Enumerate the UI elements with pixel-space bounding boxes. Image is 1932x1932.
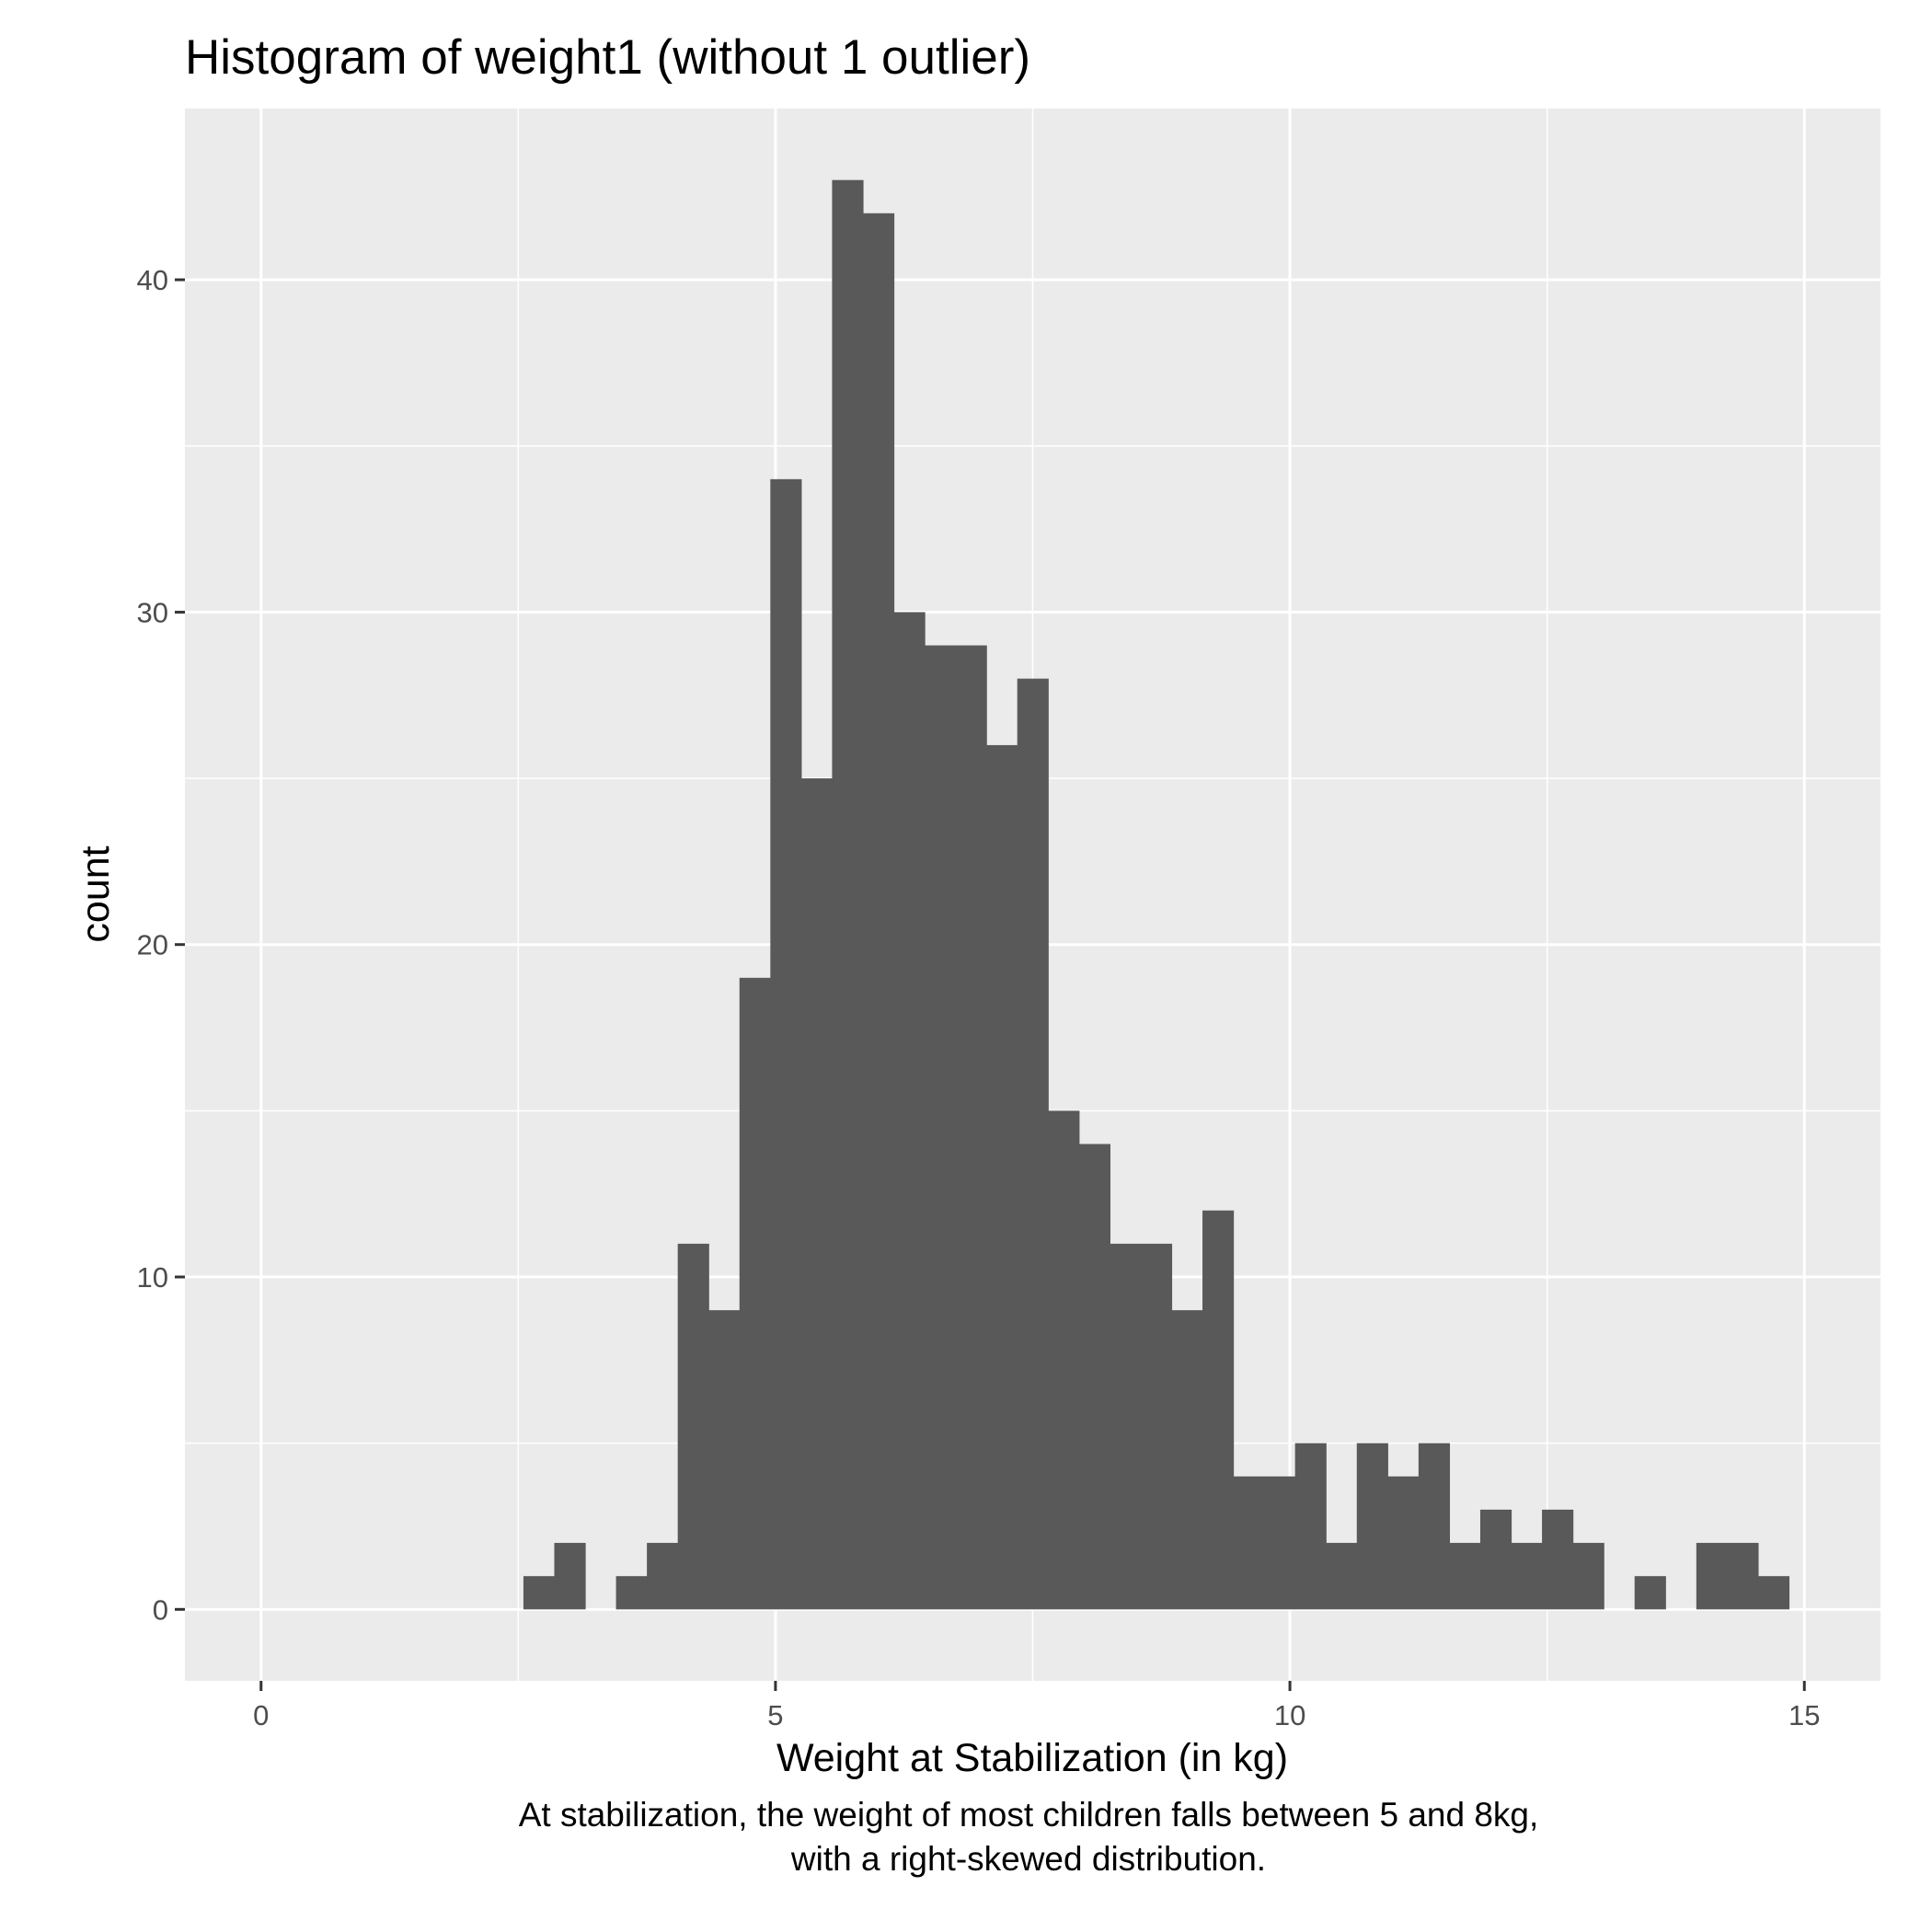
chart-title: Histogram of weight1 (without 1 outlier) (185, 30, 1030, 85)
histogram-bar (1727, 1543, 1759, 1610)
histogram-bar (677, 1243, 709, 1610)
histogram-bar (1634, 1576, 1666, 1610)
caption-line-1: At stabilization, the weight of most chi… (519, 1796, 1539, 1834)
histogram-bar (986, 744, 1018, 1610)
histogram-bar (1171, 1310, 1203, 1610)
histogram-bar (862, 213, 895, 1610)
histogram-bars (523, 179, 1790, 1610)
histogram-bar (1017, 678, 1049, 1610)
axes: 0 10 20 30 40 0 5 10 15 (137, 264, 1821, 1731)
histogram-bar (1264, 1476, 1296, 1610)
histogram-bar (1078, 1144, 1110, 1610)
histogram-bar (554, 1543, 586, 1610)
histogram-bar (1479, 1509, 1512, 1610)
y-tick-label: 20 (137, 929, 168, 961)
histogram-bar (1449, 1543, 1481, 1610)
caption-line-2: with a right-skewed distribution. (790, 1840, 1266, 1878)
histogram-bar (1048, 1110, 1080, 1610)
y-tick-label: 40 (137, 264, 168, 296)
histogram-bar (1418, 1443, 1451, 1610)
x-tick-label: 15 (1788, 1699, 1820, 1731)
histogram-bar (1202, 1210, 1235, 1610)
y-tick-label: 30 (137, 596, 168, 628)
histogram-bar (893, 612, 926, 1610)
histogram-bar (1696, 1543, 1728, 1610)
histogram-bar (770, 478, 802, 1610)
histogram-bar (955, 645, 987, 1610)
histogram-bar (647, 1543, 679, 1610)
histogram-bar (1110, 1243, 1142, 1610)
y-tick-label: 10 (137, 1261, 168, 1294)
histogram-bar (1140, 1243, 1173, 1610)
x-axis-title: Weight at Stabilization (in kg) (776, 1736, 1288, 1780)
histogram-bar (1757, 1576, 1790, 1610)
histogram-bar (1542, 1509, 1574, 1610)
y-axis-title: count (74, 845, 118, 942)
histogram-bar (615, 1576, 648, 1610)
histogram-bar (1233, 1476, 1265, 1610)
histogram-bar (523, 1576, 556, 1610)
histogram-bar (739, 977, 771, 1610)
y-tick-label: 0 (153, 1593, 168, 1626)
histogram-bar (1387, 1476, 1420, 1610)
histogram-bar (925, 645, 957, 1610)
histogram-bar (1326, 1543, 1358, 1610)
x-tick-label: 0 (253, 1699, 269, 1731)
x-tick-label: 10 (1274, 1699, 1305, 1731)
histogram-bar (1294, 1443, 1327, 1610)
histogram-bar (1356, 1443, 1388, 1610)
histogram-bar (1511, 1543, 1543, 1610)
histogram-bar (1572, 1543, 1604, 1610)
histogram-bar (800, 778, 834, 1610)
histogram-bar (832, 179, 864, 1610)
histogram-bar (708, 1310, 741, 1610)
x-tick-label: 5 (767, 1699, 783, 1731)
